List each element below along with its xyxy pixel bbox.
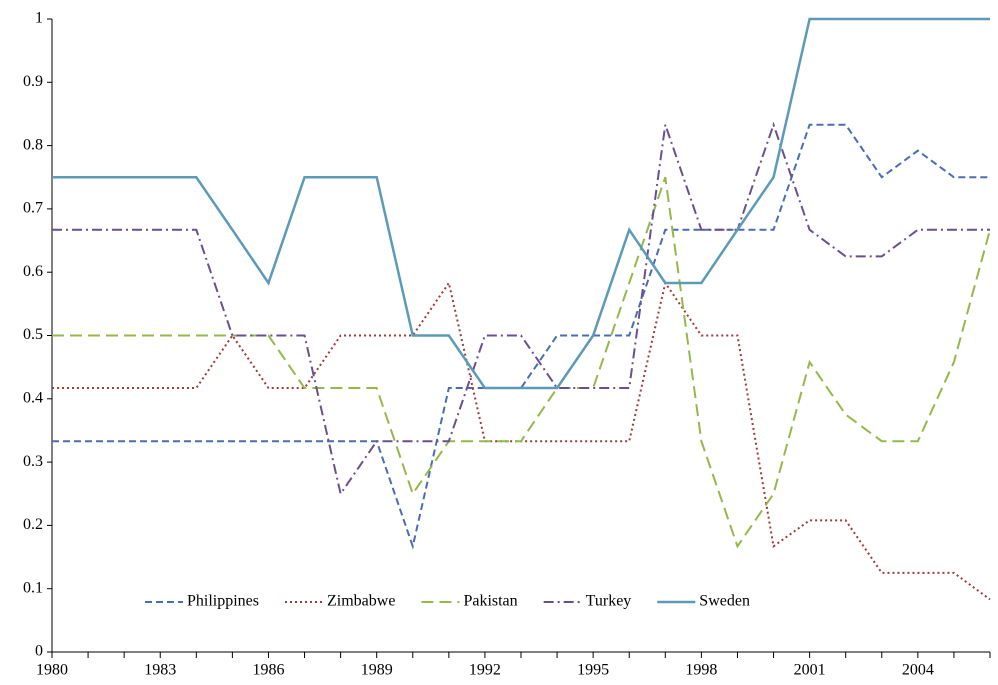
- x-tick-label: 1998: [685, 662, 717, 679]
- x-tick-label: 1983: [144, 662, 176, 679]
- y-tick-label: 0: [35, 643, 43, 660]
- x-tick-label: 1986: [252, 662, 284, 679]
- x-tick-label: 2004: [902, 662, 934, 679]
- series-line: [52, 176, 991, 549]
- y-tick-label: 0.8: [23, 136, 43, 153]
- legend-label: Turkey: [586, 593, 632, 610]
- series-line: [52, 17, 990, 390]
- series-line: [52, 123, 990, 550]
- y-tick-label: 0.4: [23, 389, 43, 406]
- y-tick-label: 0.6: [23, 263, 43, 280]
- y-tick-label: 0.2: [23, 516, 43, 533]
- x-tick-label: 1992: [469, 662, 501, 679]
- legend-label: Pakistan: [463, 593, 517, 610]
- x-tick-label: 1995: [577, 662, 609, 679]
- legend-label: Zimbabwe: [327, 593, 395, 610]
- x-tick-label: 1980: [36, 662, 68, 679]
- series-line: [52, 121, 990, 497]
- y-tick-label: 0.3: [23, 453, 43, 470]
- y-tick-label: 0.9: [23, 73, 43, 90]
- y-tick-label: 1: [35, 10, 43, 27]
- y-tick-label: 0.7: [23, 200, 43, 217]
- y-tick-label: 0.5: [23, 326, 43, 343]
- legend-label: Sweden: [699, 593, 750, 610]
- x-tick-label: 2001: [794, 662, 826, 679]
- y-tick-label: 0.1: [23, 579, 43, 596]
- legend-label: Philippines: [187, 593, 259, 610]
- x-tick-label: 1989: [361, 662, 393, 679]
